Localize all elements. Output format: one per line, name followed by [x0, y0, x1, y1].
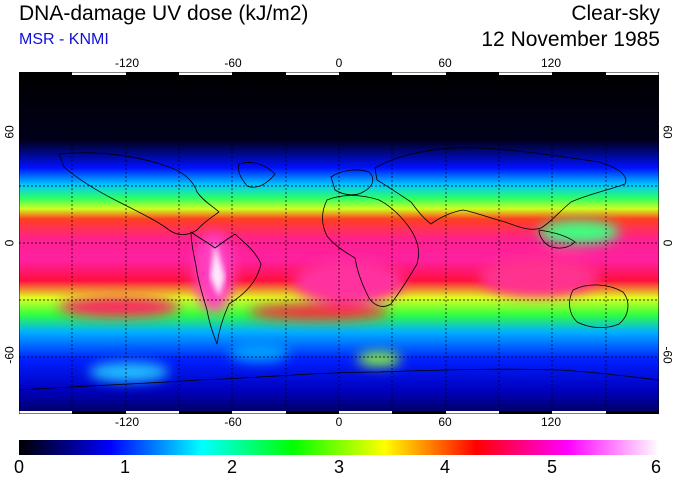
- lon-tick-top: -120: [114, 56, 140, 70]
- lon-tick-top: 120: [540, 56, 562, 70]
- colorbar-tick: 1: [119, 457, 131, 477]
- lon-tick-top: 60: [438, 56, 452, 70]
- lat-tick-right: 60: [660, 125, 675, 139]
- chart-title: DNA-damage UV dose (kJ/m2): [19, 2, 309, 25]
- data-source-label: MSR - KNMI: [19, 31, 109, 48]
- lon-tick-bottom: -120: [114, 415, 140, 429]
- lon-tick-bottom: -60: [224, 415, 242, 429]
- lat-tick-right: 0: [660, 239, 675, 247]
- colorbar: [19, 440, 659, 455]
- lat-tick-left: -60: [2, 346, 17, 364]
- lon-tick-bottom: 0: [335, 415, 343, 429]
- lat-tick-left: 0: [2, 239, 17, 247]
- sky-condition-label: Clear-sky: [571, 2, 660, 25]
- uv-dose-map: [19, 72, 659, 414]
- lat-tick-right: -60: [660, 346, 675, 364]
- colorbar-tick: 2: [226, 457, 238, 477]
- lon-tick-bottom: 60: [438, 415, 452, 429]
- colorbar-tick: 0: [13, 457, 25, 477]
- lon-tick-top: -60: [224, 56, 242, 70]
- colorbar-gradient: [19, 440, 659, 455]
- colorbar-tick: 5: [546, 457, 558, 477]
- map-frame: [19, 72, 659, 414]
- coastlines: [19, 147, 659, 391]
- colorbar-tick: 6: [650, 457, 662, 477]
- graticule: [19, 72, 659, 414]
- colorbar-tick: 3: [333, 457, 345, 477]
- colorbar-tick: 4: [439, 457, 451, 477]
- lon-tick-top: 0: [335, 56, 343, 70]
- date-label: 12 November 1985: [481, 28, 660, 51]
- lat-tick-left: 60: [2, 125, 17, 139]
- lon-tick-bottom: 120: [540, 415, 562, 429]
